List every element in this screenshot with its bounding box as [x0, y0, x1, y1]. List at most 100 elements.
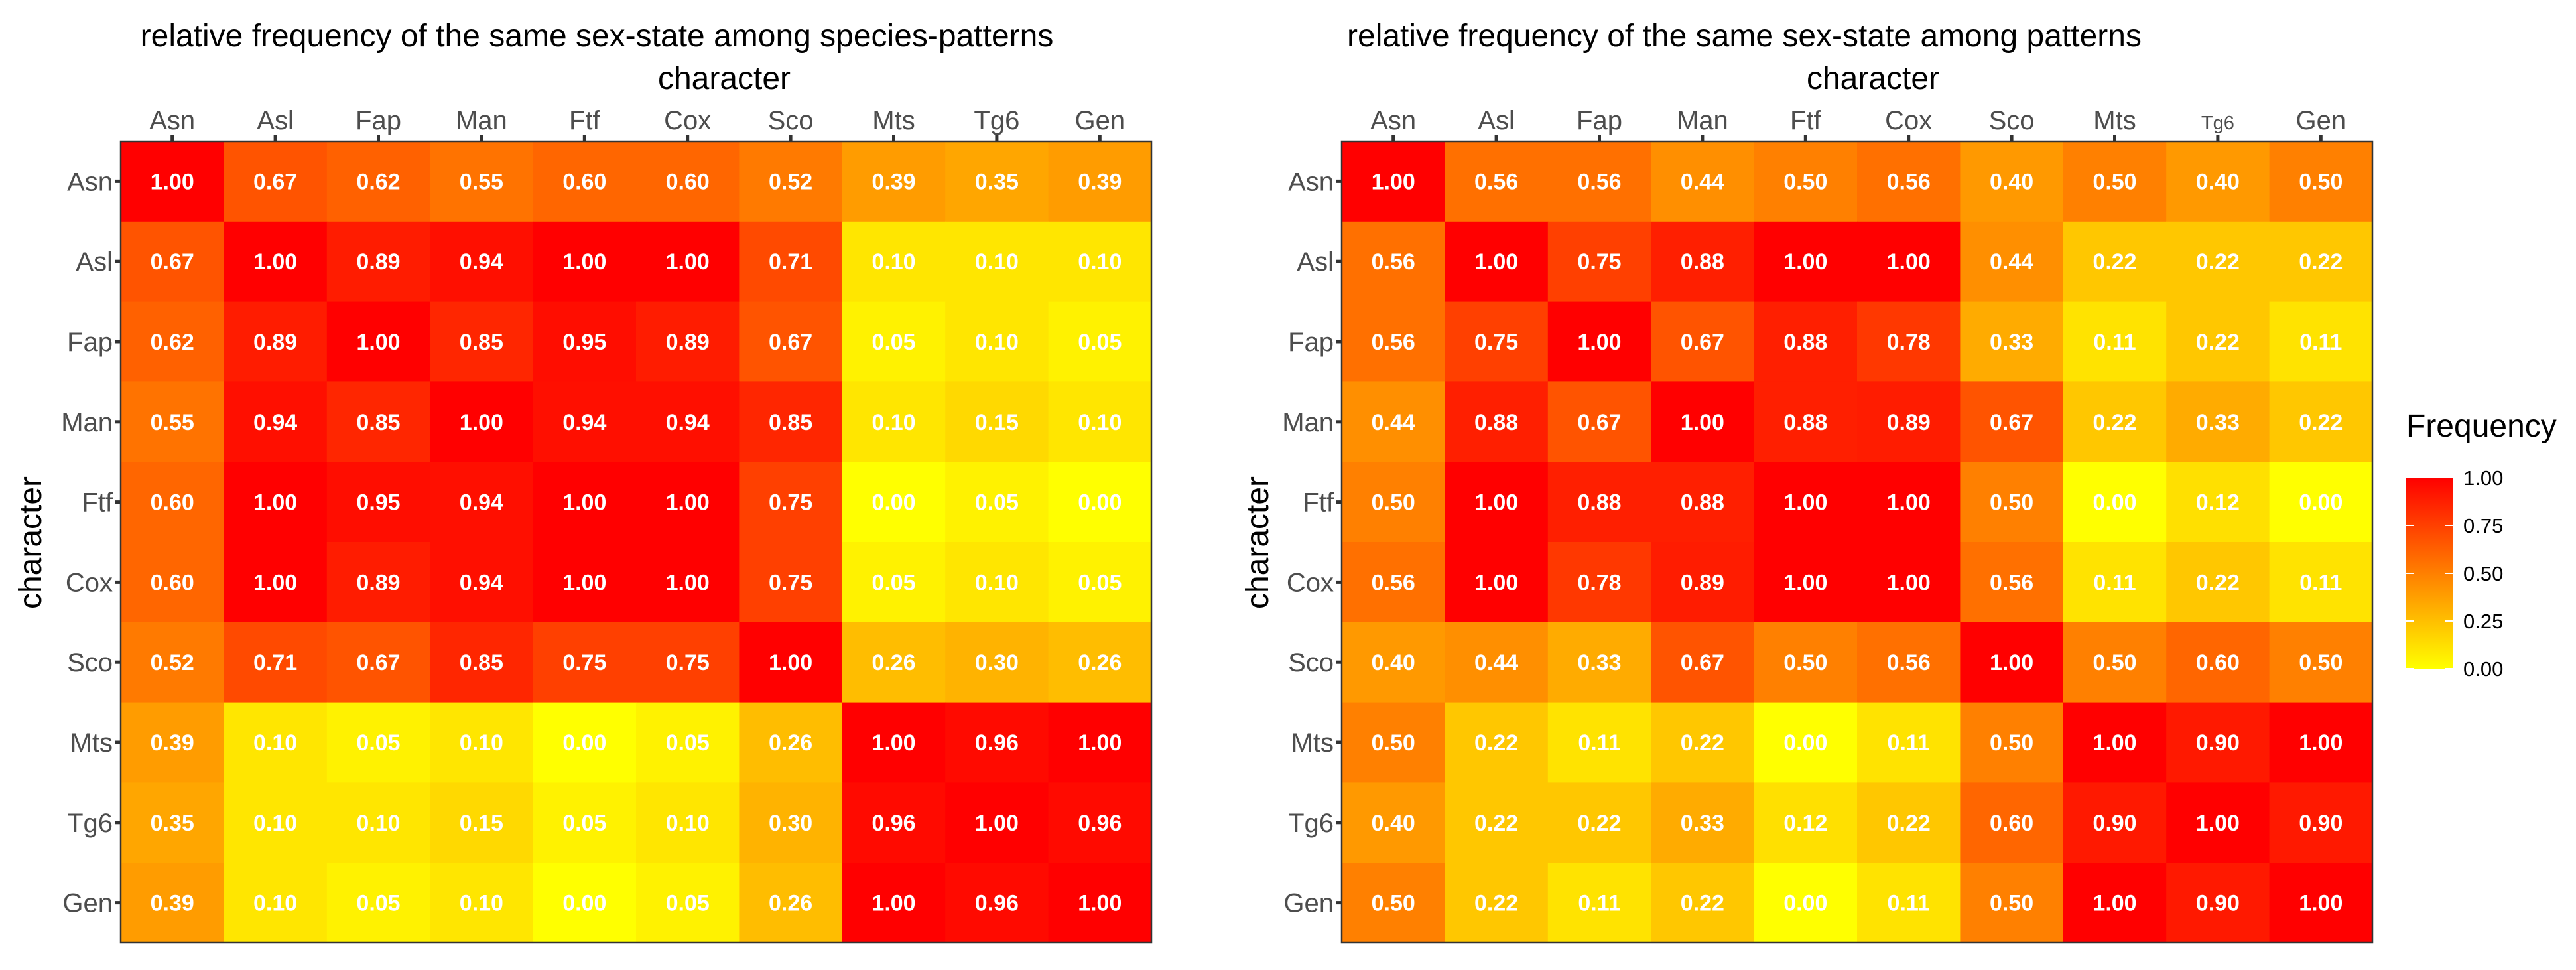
heatmap-cell-fap-asn — [1342, 301, 1445, 382]
legend-ticks: 1.00 0.75 0.50 0.25 0.00 — [2406, 466, 2503, 681]
heatmap-cell-cox-sco — [1960, 542, 2064, 623]
heatmap-cell-cox-cox — [1857, 542, 1961, 623]
heatmap-cell-mts-ftf — [533, 702, 637, 783]
y-axis-ticks: Asn Asl Fap Man Ftf Cox Sco Mts Tg6 Gen — [61, 167, 121, 918]
cell-value-label: 0.39 — [1078, 169, 1122, 194]
x-tick-label: Gen — [1074, 106, 1125, 135]
heatmap-cell-fap-gen — [2269, 301, 2373, 382]
heatmap-cell-gen-tg6 — [2166, 863, 2270, 943]
heatmap-cell-fap-ftf — [1754, 301, 1858, 382]
cell-value-label: 0.90 — [2196, 730, 2240, 756]
cell-value-label: 1.00 — [666, 249, 710, 275]
heatmap-cell-man-ftf — [1754, 381, 1858, 462]
x-tick-label: Mts — [872, 106, 915, 135]
heatmap-cell-tg6-man — [1651, 782, 1755, 863]
heatmap-cell-fap-cox — [636, 301, 740, 382]
heatmap-cell-mts-fap — [326, 702, 430, 783]
heatmap-cell-man-asl — [1445, 381, 1549, 462]
x-tick-label: Fap — [355, 106, 401, 135]
cell-value-label: 0.89 — [356, 570, 400, 595]
y-tick-label: Asl — [76, 247, 113, 277]
cell-value-label: 0.10 — [871, 249, 915, 275]
heatmap-cell-sco-tg6 — [945, 622, 1049, 703]
cell-value-label: 0.94 — [460, 570, 503, 595]
y-tick-label: Sco — [67, 648, 113, 677]
heatmap-cell-ftf-sco — [739, 462, 843, 543]
cell-value-label: 1.00 — [1577, 330, 1621, 355]
cell-value-label: 0.85 — [460, 330, 503, 355]
heatmap-cell-man-fap — [1547, 381, 1651, 462]
heatmap-cell-tg6-asl — [1445, 782, 1549, 863]
heatmap-cell-cox-tg6 — [2166, 542, 2270, 623]
heatmap-panel-patterns: relative frequency of the same sex-state… — [1240, 19, 2374, 944]
cell-value-label: 0.75 — [1474, 330, 1518, 355]
heatmap-cell-ftf-sco — [1960, 462, 2064, 543]
heatmap-cell-sco-fap — [1547, 622, 1651, 703]
heatmap-cells: 1.00 0.56 0.56 0.44 0.50 0.56 0.40 0.50 0.40 0.50… — [1342, 141, 2373, 943]
heatmap-cell-cox-asl — [1445, 542, 1549, 623]
legend-tick-label: 0.00 — [2463, 658, 2503, 681]
y-tick-label: Fap — [67, 328, 113, 357]
cell-value-label: 0.89 — [356, 249, 400, 275]
cell-value-label: 0.10 — [871, 410, 915, 435]
cell-value-label: 0.50 — [1372, 891, 1415, 916]
heatmap-cell-cox-gen — [2269, 542, 2373, 623]
cell-value-label: 0.12 — [2196, 490, 2240, 516]
cell-value-label: 0.85 — [460, 650, 503, 675]
cell-value-label: 0.67 — [356, 650, 400, 675]
cell-value-label: 0.40 — [2196, 169, 2240, 194]
cell-value-label: 0.67 — [769, 330, 812, 355]
y-tick-label: Gen — [62, 889, 113, 918]
cell-value-label: 1.00 — [253, 490, 297, 516]
heatmap-cell-asl-gen — [1048, 221, 1152, 303]
cell-value-label: 1.00 — [1474, 570, 1518, 595]
cell-value-label: 1.00 — [2196, 811, 2240, 836]
heatmap-cell-ftf-asl — [1445, 462, 1549, 543]
heatmap-cell-fap-man — [430, 301, 534, 382]
cell-value-label: 0.10 — [253, 811, 297, 836]
y-tick-label: Sco — [1288, 648, 1334, 677]
heatmap-cells: 1.00 0.67 0.62 0.55 0.60 0.60 0.52 0.39 0.35 0.39… — [121, 141, 1152, 943]
cell-value-label: 1.00 — [2299, 891, 2343, 916]
heatmap-cell-gen-sco — [739, 863, 843, 943]
cell-value-label: 1.00 — [151, 169, 194, 194]
heatmap-cell-man-cox — [1857, 381, 1961, 462]
cell-value-label: 0.22 — [1681, 891, 1724, 916]
heatmap-cell-ftf-fap — [1547, 462, 1651, 543]
cell-value-label: 0.88 — [1783, 330, 1827, 355]
heatmap-cell-tg6-tg6 — [2166, 782, 2270, 863]
cell-value-label: 0.10 — [975, 249, 1019, 275]
legend-tick-label: 1.00 — [2463, 466, 2503, 490]
cell-value-label: 1.00 — [1372, 169, 1415, 194]
heatmap-cell-fap-mts — [2063, 301, 2167, 382]
heatmap-cell-sco-ftf — [1754, 622, 1858, 703]
cell-value-label: 0.67 — [253, 169, 297, 194]
heatmap-cell-fap-fap — [1547, 301, 1651, 382]
heatmap-cell-man-fap — [326, 381, 430, 462]
heatmap-cell-tg6-ftf — [533, 782, 637, 863]
y-tick-label: Asn — [67, 167, 113, 196]
cell-value-label: 0.94 — [253, 410, 297, 435]
heatmap-cell-ftf-man — [1651, 462, 1755, 543]
cell-value-label: 1.00 — [562, 249, 606, 275]
heatmap-cell-asn-mts — [842, 141, 946, 222]
cell-value-label: 0.67 — [151, 249, 194, 275]
x-tick-label: Man — [1677, 106, 1728, 135]
cell-value-label: 0.10 — [975, 570, 1019, 595]
cell-value-label: 0.95 — [562, 330, 606, 355]
y-tick-label: Asl — [1297, 247, 1334, 277]
cell-value-label: 0.40 — [1372, 650, 1415, 675]
heatmap-cell-man-mts — [842, 381, 946, 462]
cell-value-label: 0.89 — [666, 330, 710, 355]
cell-value-label: 0.12 — [1783, 811, 1827, 836]
cell-value-label: 0.05 — [871, 330, 915, 355]
heatmap-cell-asl-cox — [636, 221, 740, 303]
panel-border — [119, 140, 1153, 944]
cell-value-label: 1.00 — [1887, 570, 1931, 595]
cell-value-label: 1.00 — [1783, 490, 1827, 516]
x-tick-label: Asl — [1478, 106, 1515, 135]
cell-value-label: 0.44 — [1474, 650, 1518, 675]
heatmap-cell-asl-asl — [224, 221, 328, 303]
cell-value-label: 1.00 — [769, 650, 812, 675]
cell-value-label: 0.75 — [769, 490, 812, 516]
